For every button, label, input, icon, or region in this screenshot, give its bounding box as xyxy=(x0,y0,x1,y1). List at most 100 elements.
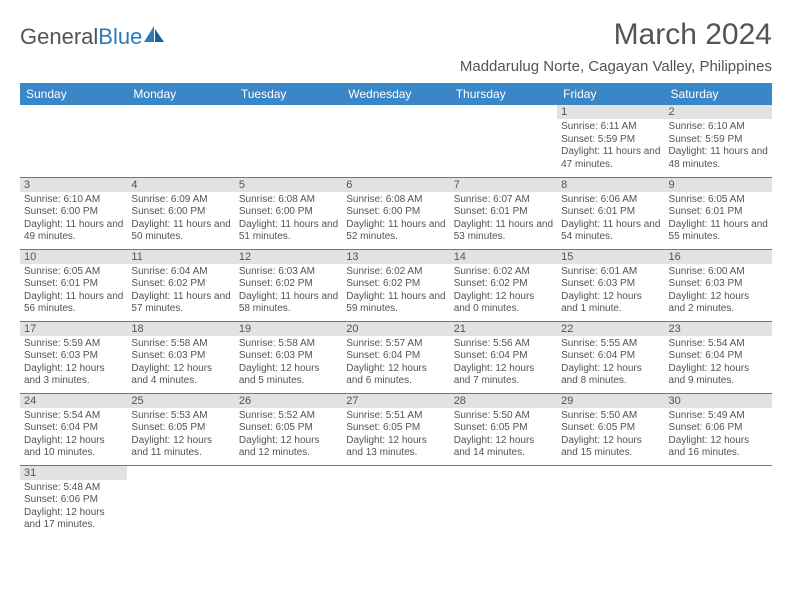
daylight-text: Daylight: 12 hours and 0 minutes. xyxy=(454,291,553,316)
sunrise-text: Sunrise: 5:50 AM xyxy=(561,410,660,423)
daylight-text: Daylight: 12 hours and 1 minute. xyxy=(561,291,660,316)
daylight-text: Daylight: 11 hours and 51 minutes. xyxy=(239,219,338,244)
sail-icon xyxy=(144,24,166,50)
day-number: 30 xyxy=(665,394,772,408)
daylight-text: Daylight: 11 hours and 49 minutes. xyxy=(24,219,123,244)
calendar-row: 3Sunrise: 6:10 AMSunset: 6:00 PMDaylight… xyxy=(20,177,772,249)
daylight-text: Daylight: 12 hours and 15 minutes. xyxy=(561,435,660,460)
day-details: Sunrise: 6:07 AMSunset: 6:01 PMDaylight:… xyxy=(454,194,553,244)
sunset-text: Sunset: 6:02 PM xyxy=(346,278,445,291)
logo-word1: General xyxy=(20,24,98,50)
sunrise-text: Sunrise: 6:09 AM xyxy=(131,194,230,207)
day-details: Sunrise: 6:10 AMSunset: 5:59 PMDaylight:… xyxy=(669,121,768,171)
calendar-cell xyxy=(20,105,127,177)
daylight-text: Daylight: 12 hours and 6 minutes. xyxy=(346,363,445,388)
page-header: GeneralBlue March 2024 Maddarulug Norte,… xyxy=(20,18,772,75)
daylight-text: Daylight: 12 hours and 3 minutes. xyxy=(24,363,123,388)
day-details: Sunrise: 6:00 AMSunset: 6:03 PMDaylight:… xyxy=(669,266,768,316)
day-details: Sunrise: 5:57 AMSunset: 6:04 PMDaylight:… xyxy=(346,338,445,388)
sunset-text: Sunset: 6:05 PM xyxy=(561,422,660,435)
day-details: Sunrise: 6:01 AMSunset: 6:03 PMDaylight:… xyxy=(561,266,660,316)
sunset-text: Sunset: 6:02 PM xyxy=(239,278,338,291)
col-saturday: Saturday xyxy=(665,83,772,105)
calendar-cell xyxy=(342,465,449,537)
sunset-text: Sunset: 6:01 PM xyxy=(24,278,123,291)
calendar-cell: 19Sunrise: 5:58 AMSunset: 6:03 PMDayligh… xyxy=(235,321,342,393)
calendar-cell: 23Sunrise: 5:54 AMSunset: 6:04 PMDayligh… xyxy=(665,321,772,393)
day-number: 6 xyxy=(342,178,449,192)
day-details: Sunrise: 6:08 AMSunset: 6:00 PMDaylight:… xyxy=(346,194,445,244)
day-details: Sunrise: 5:59 AMSunset: 6:03 PMDaylight:… xyxy=(24,338,123,388)
calendar-cell xyxy=(450,105,557,177)
daylight-text: Daylight: 12 hours and 4 minutes. xyxy=(131,363,230,388)
day-number: 19 xyxy=(235,322,342,336)
sunset-text: Sunset: 6:05 PM xyxy=(454,422,553,435)
sunrise-text: Sunrise: 6:08 AM xyxy=(346,194,445,207)
sunrise-text: Sunrise: 5:57 AM xyxy=(346,338,445,351)
daylight-text: Daylight: 12 hours and 2 minutes. xyxy=(669,291,768,316)
day-number: 29 xyxy=(557,394,664,408)
calendar-cell: 13Sunrise: 6:02 AMSunset: 6:02 PMDayligh… xyxy=(342,249,449,321)
calendar-cell xyxy=(235,465,342,537)
calendar-cell xyxy=(557,465,664,537)
calendar-cell xyxy=(665,465,772,537)
sunset-text: Sunset: 6:03 PM xyxy=(131,350,230,363)
daylight-text: Daylight: 12 hours and 8 minutes. xyxy=(561,363,660,388)
sunrise-text: Sunrise: 5:59 AM xyxy=(24,338,123,351)
calendar-row: 10Sunrise: 6:05 AMSunset: 6:01 PMDayligh… xyxy=(20,249,772,321)
day-details: Sunrise: 5:56 AMSunset: 6:04 PMDaylight:… xyxy=(454,338,553,388)
sunset-text: Sunset: 6:00 PM xyxy=(24,206,123,219)
sunset-text: Sunset: 6:03 PM xyxy=(561,278,660,291)
day-number: 1 xyxy=(557,105,664,119)
day-details: Sunrise: 6:06 AMSunset: 6:01 PMDaylight:… xyxy=(561,194,660,244)
calendar-cell: 27Sunrise: 5:51 AMSunset: 6:05 PMDayligh… xyxy=(342,393,449,465)
calendar-cell: 9Sunrise: 6:05 AMSunset: 6:01 PMDaylight… xyxy=(665,177,772,249)
daylight-text: Daylight: 11 hours and 47 minutes. xyxy=(561,146,660,171)
sunrise-text: Sunrise: 5:58 AM xyxy=(131,338,230,351)
calendar-row: 31Sunrise: 5:48 AMSunset: 6:06 PMDayligh… xyxy=(20,465,772,537)
calendar-cell: 11Sunrise: 6:04 AMSunset: 6:02 PMDayligh… xyxy=(127,249,234,321)
day-number: 3 xyxy=(20,178,127,192)
day-number: 4 xyxy=(127,178,234,192)
sunset-text: Sunset: 6:05 PM xyxy=(131,422,230,435)
sunrise-text: Sunrise: 5:54 AM xyxy=(24,410,123,423)
day-number: 5 xyxy=(235,178,342,192)
sunrise-text: Sunrise: 6:10 AM xyxy=(24,194,123,207)
sunset-text: Sunset: 6:02 PM xyxy=(454,278,553,291)
sunset-text: Sunset: 6:03 PM xyxy=(239,350,338,363)
calendar-cell: 8Sunrise: 6:06 AMSunset: 6:01 PMDaylight… xyxy=(557,177,664,249)
sunset-text: Sunset: 6:01 PM xyxy=(561,206,660,219)
day-details: Sunrise: 5:53 AMSunset: 6:05 PMDaylight:… xyxy=(131,410,230,460)
day-details: Sunrise: 6:09 AMSunset: 6:00 PMDaylight:… xyxy=(131,194,230,244)
daylight-text: Daylight: 12 hours and 16 minutes. xyxy=(669,435,768,460)
col-tuesday: Tuesday xyxy=(235,83,342,105)
sunset-text: Sunset: 6:03 PM xyxy=(669,278,768,291)
weekday-header-row: Sunday Monday Tuesday Wednesday Thursday… xyxy=(20,83,772,105)
day-number: 15 xyxy=(557,250,664,264)
day-details: Sunrise: 5:54 AMSunset: 6:04 PMDaylight:… xyxy=(669,338,768,388)
day-details: Sunrise: 5:49 AMSunset: 6:06 PMDaylight:… xyxy=(669,410,768,460)
sunset-text: Sunset: 6:04 PM xyxy=(669,350,768,363)
day-details: Sunrise: 6:05 AMSunset: 6:01 PMDaylight:… xyxy=(669,194,768,244)
day-details: Sunrise: 6:11 AMSunset: 5:59 PMDaylight:… xyxy=(561,121,660,171)
calendar-cell xyxy=(235,105,342,177)
calendar-cell: 20Sunrise: 5:57 AMSunset: 6:04 PMDayligh… xyxy=(342,321,449,393)
col-monday: Monday xyxy=(127,83,234,105)
calendar-table: Sunday Monday Tuesday Wednesday Thursday… xyxy=(20,83,772,537)
daylight-text: Daylight: 12 hours and 5 minutes. xyxy=(239,363,338,388)
day-number: 22 xyxy=(557,322,664,336)
daylight-text: Daylight: 12 hours and 11 minutes. xyxy=(131,435,230,460)
daylight-text: Daylight: 11 hours and 50 minutes. xyxy=(131,219,230,244)
calendar-cell: 5Sunrise: 6:08 AMSunset: 6:00 PMDaylight… xyxy=(235,177,342,249)
sunrise-text: Sunrise: 6:08 AM xyxy=(239,194,338,207)
calendar-cell: 24Sunrise: 5:54 AMSunset: 6:04 PMDayligh… xyxy=(20,393,127,465)
day-number: 7 xyxy=(450,178,557,192)
sunset-text: Sunset: 6:05 PM xyxy=(239,422,338,435)
day-number: 11 xyxy=(127,250,234,264)
sunset-text: Sunset: 6:05 PM xyxy=(346,422,445,435)
sunrise-text: Sunrise: 6:05 AM xyxy=(669,194,768,207)
day-number: 14 xyxy=(450,250,557,264)
calendar-cell xyxy=(450,465,557,537)
day-number: 26 xyxy=(235,394,342,408)
sunrise-text: Sunrise: 5:56 AM xyxy=(454,338,553,351)
